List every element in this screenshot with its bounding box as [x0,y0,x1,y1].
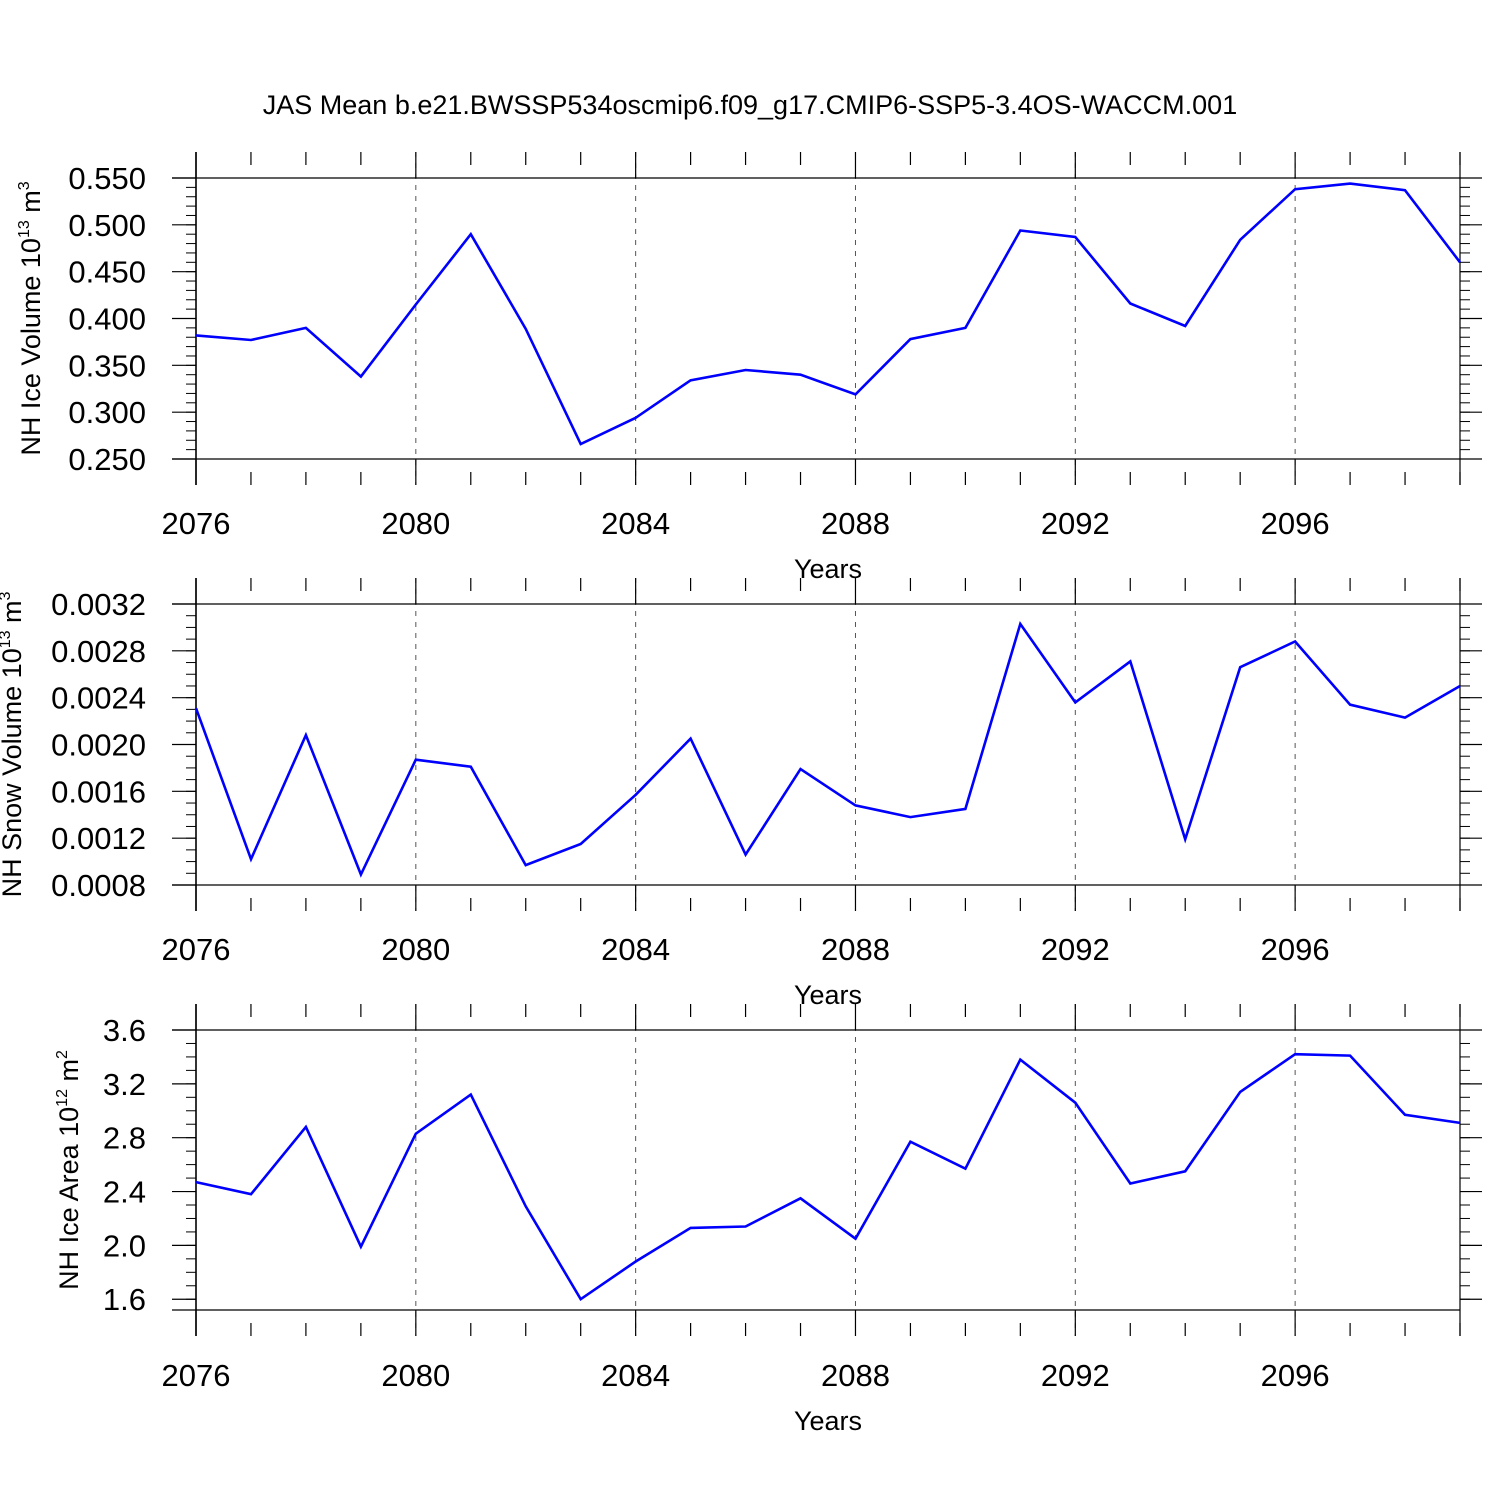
y-tick-label: 2.0 [103,1228,146,1263]
y-axis-label: NH Snow Volume 1013 m3 [0,591,27,897]
y-tick-label: 0.0008 [51,868,146,903]
x-tick-label: 2096 [1261,1358,1330,1393]
x-tick-label: 2080 [381,932,450,967]
panels: 0.250 0.300 0.350 0.400 0.450 0.500 0.550 2076 2… [0,152,1482,1436]
y-tick-label: 0.250 [68,442,146,477]
x-tick-label: 2096 [1261,506,1330,541]
y-tick-label: 2.4 [103,1175,146,1210]
series-line [195,182,1462,446]
y-tick-label: 0.0032 [51,587,146,622]
x-tick-label: 2092 [1041,932,1110,967]
x-tick-label: 2076 [162,506,231,541]
y-tick-label: 0.0012 [51,821,146,856]
y-tick-label: 0.400 [68,302,146,337]
y-tick-label: 2.8 [103,1121,146,1156]
panel-3: 1.6 2.0 2.4 2.8 3.2 3.6 2076 2080 2084 2088 2092 20… [54,1004,1482,1436]
x-tick-label: 2080 [381,1358,450,1393]
x-tick-label: 2088 [821,1358,890,1393]
chart-title: JAS Mean b.e21.BWSSP534oscmip6.f09_g17.C… [263,90,1237,120]
y-tick-label: 0.0024 [51,681,146,716]
x-tick-label: 2084 [601,932,670,967]
series-line [194,620,1461,878]
panel-1: 0.250 0.300 0.350 0.400 0.450 0.500 0.550 2076 2… [16,152,1482,584]
y-tick-label: 3.2 [103,1067,146,1102]
x-tick-label: 2080 [381,506,450,541]
y-tick-label: 0.500 [68,208,146,243]
x-tick-label: 2092 [1041,1358,1110,1393]
y-tick-label: 0.300 [68,395,146,430]
x-tick-label: 2084 [601,506,670,541]
panel-2: 0.0008 0.0012 0.0016 0.0020 0.0024 0.0028 0.00… [0,578,1482,1010]
y-axis-label: NH Ice Area 1012 m2 [54,1050,84,1290]
x-axis-label: Years [794,980,862,1010]
x-tick-label: 2088 [821,932,890,967]
y-tick-label: 3.6 [103,1013,146,1048]
y-tick-label: 0.550 [68,161,146,196]
x-tick-label: 2084 [601,1358,670,1393]
x-axis-label: Years [794,1406,862,1436]
x-tick-label: 2076 [162,1358,231,1393]
x-tick-label: 2076 [162,932,231,967]
y-tick-label: 0.0020 [51,728,146,763]
y-axis-label: NH Ice Volume 1013 m3 [16,181,46,455]
series-line [195,1052,1461,1302]
y-tick-label: 0.0016 [51,774,146,809]
y-tick-label: 1.6 [103,1282,146,1317]
y-tick-label: 0.450 [68,255,146,290]
x-tick-label: 2096 [1261,932,1330,967]
y-tick-label: 0.350 [68,348,146,383]
y-tick-label: 0.0028 [51,634,146,669]
x-tick-label: 2088 [821,506,890,541]
x-axis-label: Years [794,554,862,584]
x-tick-label: 2092 [1041,506,1110,541]
